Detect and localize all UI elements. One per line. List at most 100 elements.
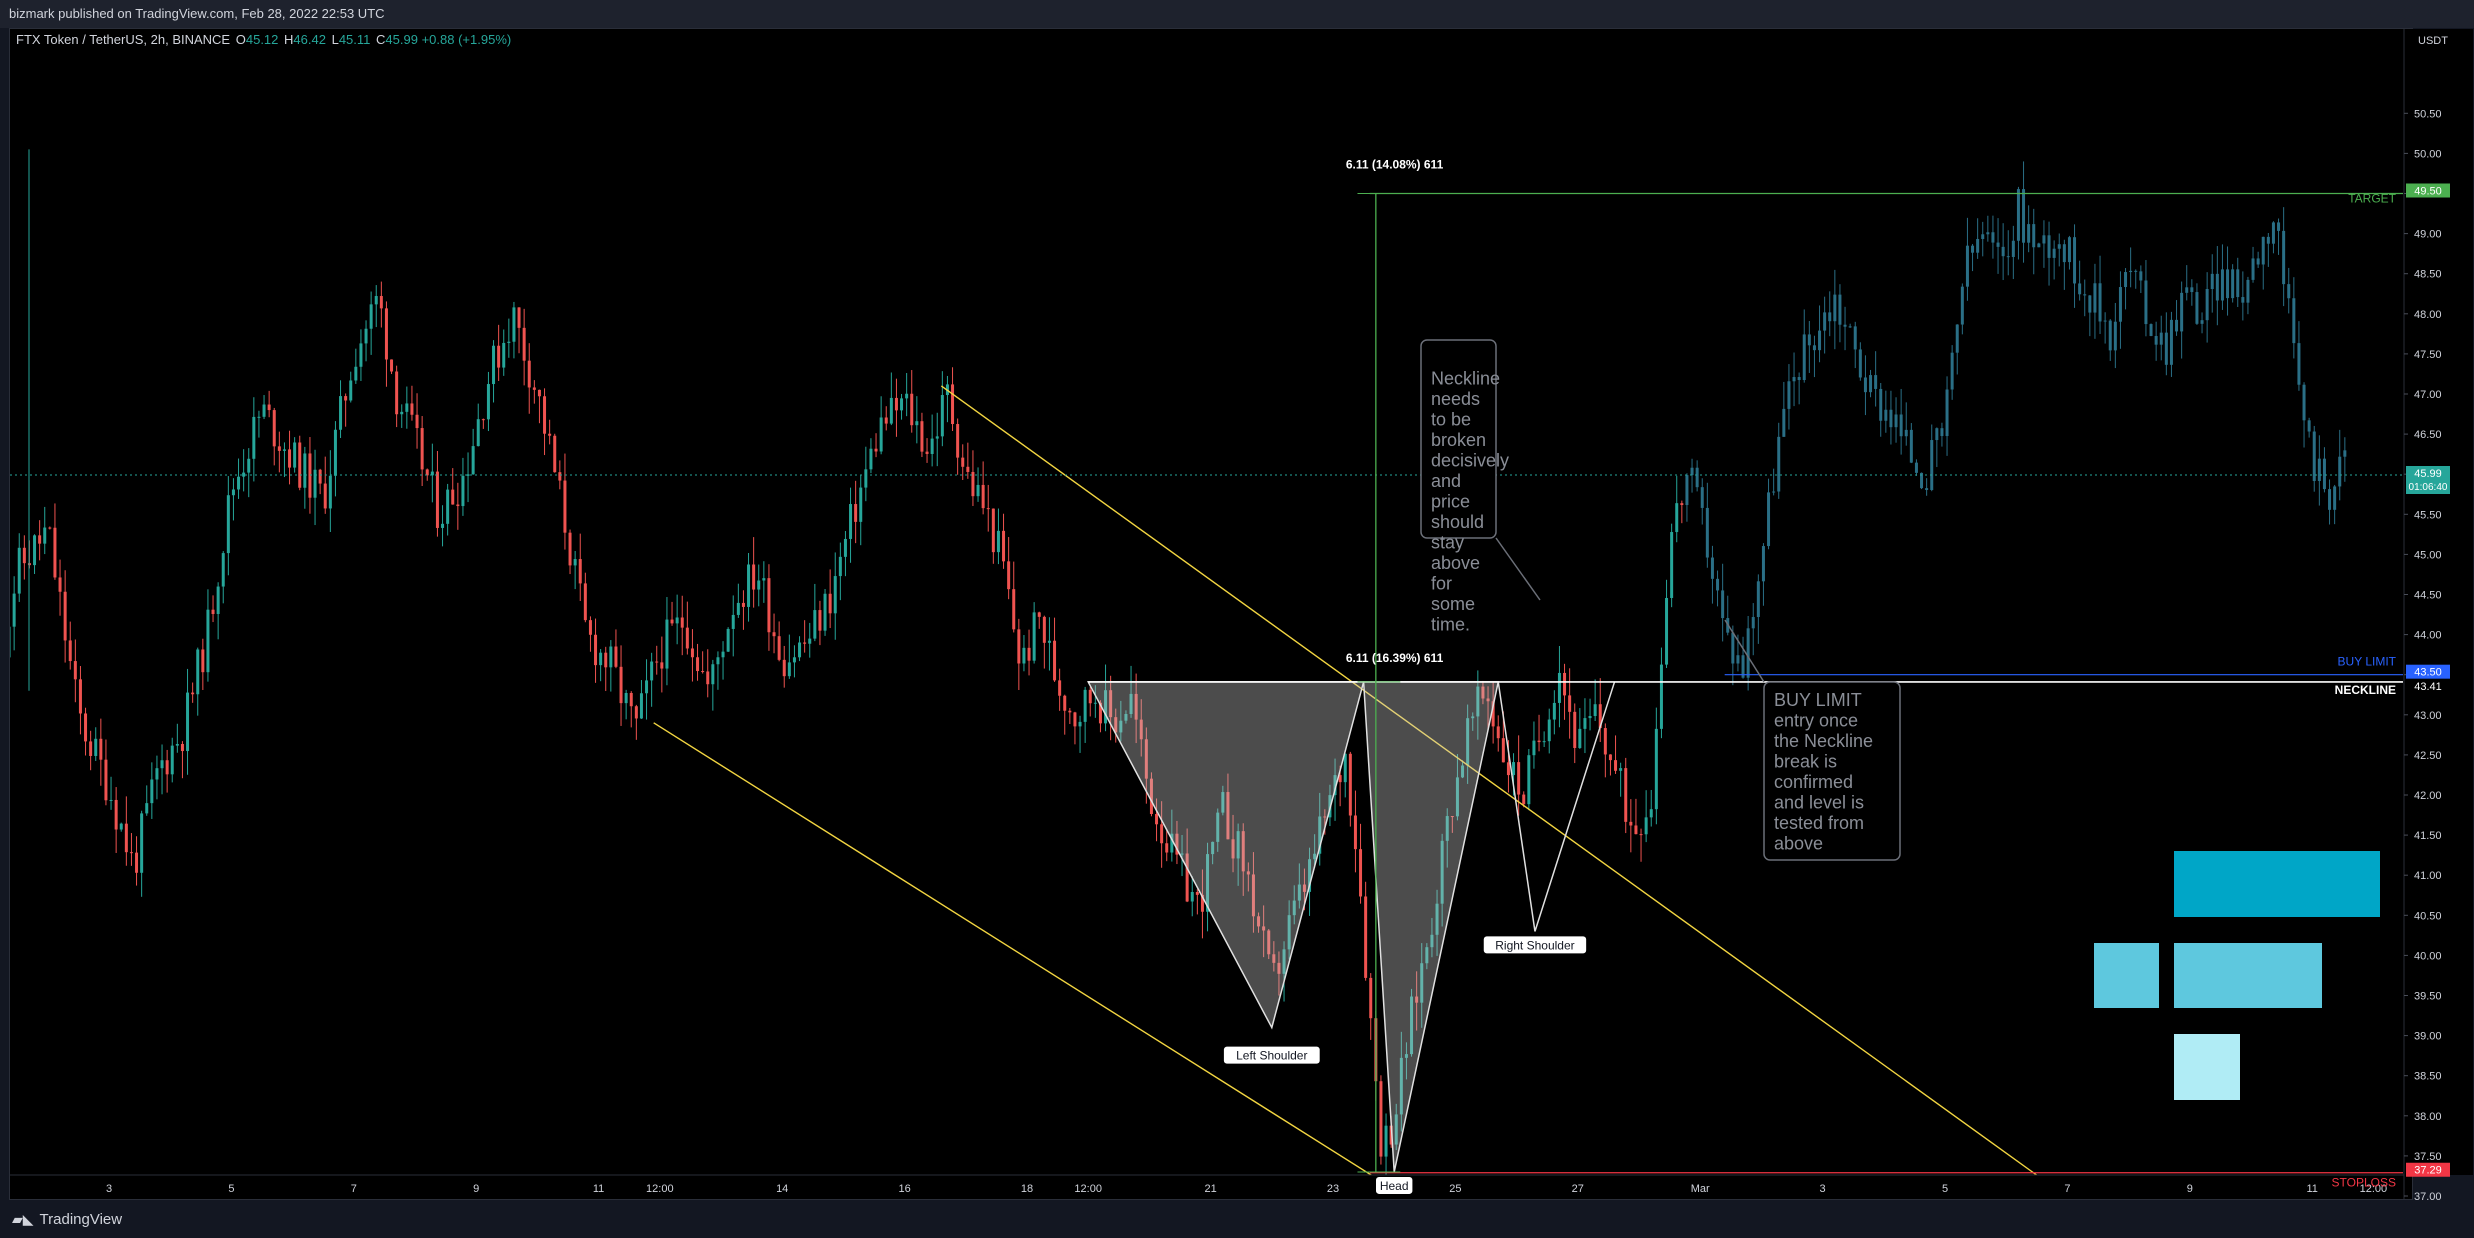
candle-body xyxy=(1083,689,1087,722)
candle xyxy=(1925,478,1929,496)
candle xyxy=(2083,279,2087,317)
candle xyxy=(2144,260,2148,337)
candle-body xyxy=(1124,714,1128,721)
candle xyxy=(2175,300,2179,336)
candle xyxy=(435,450,439,537)
candle-body xyxy=(1068,710,1072,713)
candle xyxy=(2241,271,2245,321)
candle xyxy=(451,468,455,505)
price-axis-bg xyxy=(2404,29,2473,1175)
note-buy-limit-text-line: the Neckline xyxy=(1774,731,1873,751)
candle-body xyxy=(1670,532,1674,598)
candle xyxy=(629,691,633,728)
candle xyxy=(2047,221,2051,286)
candle-body xyxy=(2287,284,2291,299)
candle xyxy=(803,620,807,653)
candle-body xyxy=(262,404,266,417)
candle xyxy=(690,629,694,682)
time-tick-label: 7 xyxy=(2064,1183,2070,1195)
candle xyxy=(1863,355,1867,416)
candle-body xyxy=(471,446,475,475)
candle xyxy=(1017,618,1021,691)
right-shoulder-label-box xyxy=(1483,936,1587,954)
candle xyxy=(527,343,531,414)
candle xyxy=(502,329,506,376)
candle xyxy=(1058,668,1062,711)
time-tick-label: 27 xyxy=(1572,1183,1584,1195)
note-neckline-text-line: for xyxy=(1431,574,1452,594)
candle xyxy=(634,704,638,740)
candle xyxy=(1440,833,1444,927)
candle xyxy=(48,526,52,530)
candle-body xyxy=(354,366,358,381)
candle xyxy=(22,535,26,580)
candle xyxy=(507,318,511,358)
candle xyxy=(1032,602,1036,664)
candle-body xyxy=(288,449,292,468)
candle-body xyxy=(966,466,970,472)
candle-body xyxy=(798,642,802,658)
candle-body xyxy=(2078,283,2082,295)
candle-body xyxy=(1007,561,1011,590)
candle xyxy=(2067,235,2071,270)
candle xyxy=(237,458,241,499)
candle-body xyxy=(1063,695,1067,711)
candle xyxy=(1777,422,1781,499)
candle xyxy=(135,836,139,886)
candle-body xyxy=(1619,768,1623,771)
candle xyxy=(89,730,93,771)
candle xyxy=(1721,563,1725,642)
candle-body xyxy=(1165,843,1169,853)
candle xyxy=(1680,500,1684,524)
candle-body xyxy=(548,433,552,436)
candle-body xyxy=(935,436,939,439)
candle-body xyxy=(191,692,195,695)
candle xyxy=(38,520,42,561)
candle-body xyxy=(527,360,531,388)
candle xyxy=(1420,943,1424,1028)
candle-body xyxy=(1231,839,1235,859)
chart-pane[interactable] xyxy=(9,28,2413,1200)
candle-body xyxy=(1129,693,1133,715)
candle-body xyxy=(925,451,929,454)
right-shoulder-lines xyxy=(1497,681,1616,932)
candle-body xyxy=(2210,273,2214,290)
candle xyxy=(1226,773,1230,840)
note-buy-limit-text-line: above xyxy=(1774,834,1823,854)
candle xyxy=(456,482,460,530)
price-tick-label: 46.50 xyxy=(2414,429,2442,441)
candle-body xyxy=(129,852,133,854)
candle-body xyxy=(1501,738,1505,763)
candle xyxy=(1246,862,1250,892)
candle xyxy=(2261,236,2265,290)
candle xyxy=(1787,364,1791,430)
price-tick-label: 43.00 xyxy=(2414,710,2442,722)
candle-body xyxy=(2195,292,2199,324)
candle xyxy=(869,438,873,474)
candle-body xyxy=(532,387,536,390)
close-label: C xyxy=(376,32,386,47)
candle-body xyxy=(33,535,37,566)
price-tick-label: 38.00 xyxy=(2414,1111,2442,1123)
candle-body xyxy=(298,442,302,488)
candle xyxy=(1568,668,1572,739)
candle-body xyxy=(2302,384,2306,421)
candle xyxy=(231,478,235,521)
candle xyxy=(1037,611,1041,629)
price-tick-label: 41.50 xyxy=(2414,830,2442,842)
candle xyxy=(2317,435,2321,506)
candle-body xyxy=(2037,243,2041,248)
candle-body xyxy=(2118,287,2122,322)
candle-body xyxy=(869,448,873,470)
candle xyxy=(1251,852,1255,933)
candle xyxy=(1563,663,1567,720)
tradingview-logo[interactable]: ▰◣ TradingView xyxy=(12,1211,122,1228)
candle-body xyxy=(2052,248,2056,258)
level-label-buy-limit: BUY LIMIT xyxy=(2338,655,2397,669)
candle-body xyxy=(1608,754,1612,761)
brand-name: TradingView xyxy=(39,1211,123,1228)
candle-body xyxy=(2256,258,2260,265)
high-label: H xyxy=(284,32,294,47)
